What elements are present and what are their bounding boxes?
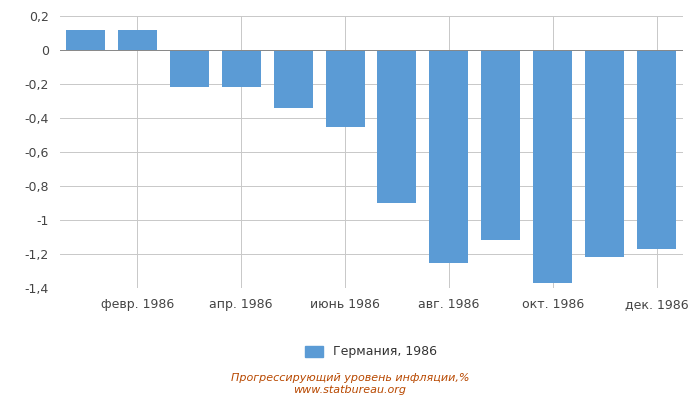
Text: www.statbureau.org: www.statbureau.org (293, 385, 407, 395)
Bar (429, 50, 468, 262)
Bar (222, 50, 260, 87)
Text: Прогрессирующий уровень инфляции,%: Прогрессирующий уровень инфляции,% (231, 373, 469, 383)
Bar (482, 50, 520, 240)
Bar (274, 50, 313, 108)
Legend: Германия, 1986: Германия, 1986 (300, 340, 442, 364)
Bar (170, 50, 209, 87)
Bar (118, 30, 157, 50)
Bar (377, 50, 416, 203)
Bar (533, 50, 572, 283)
Bar (585, 50, 624, 258)
Bar (637, 50, 676, 249)
Bar (326, 50, 365, 126)
Bar (66, 30, 105, 50)
